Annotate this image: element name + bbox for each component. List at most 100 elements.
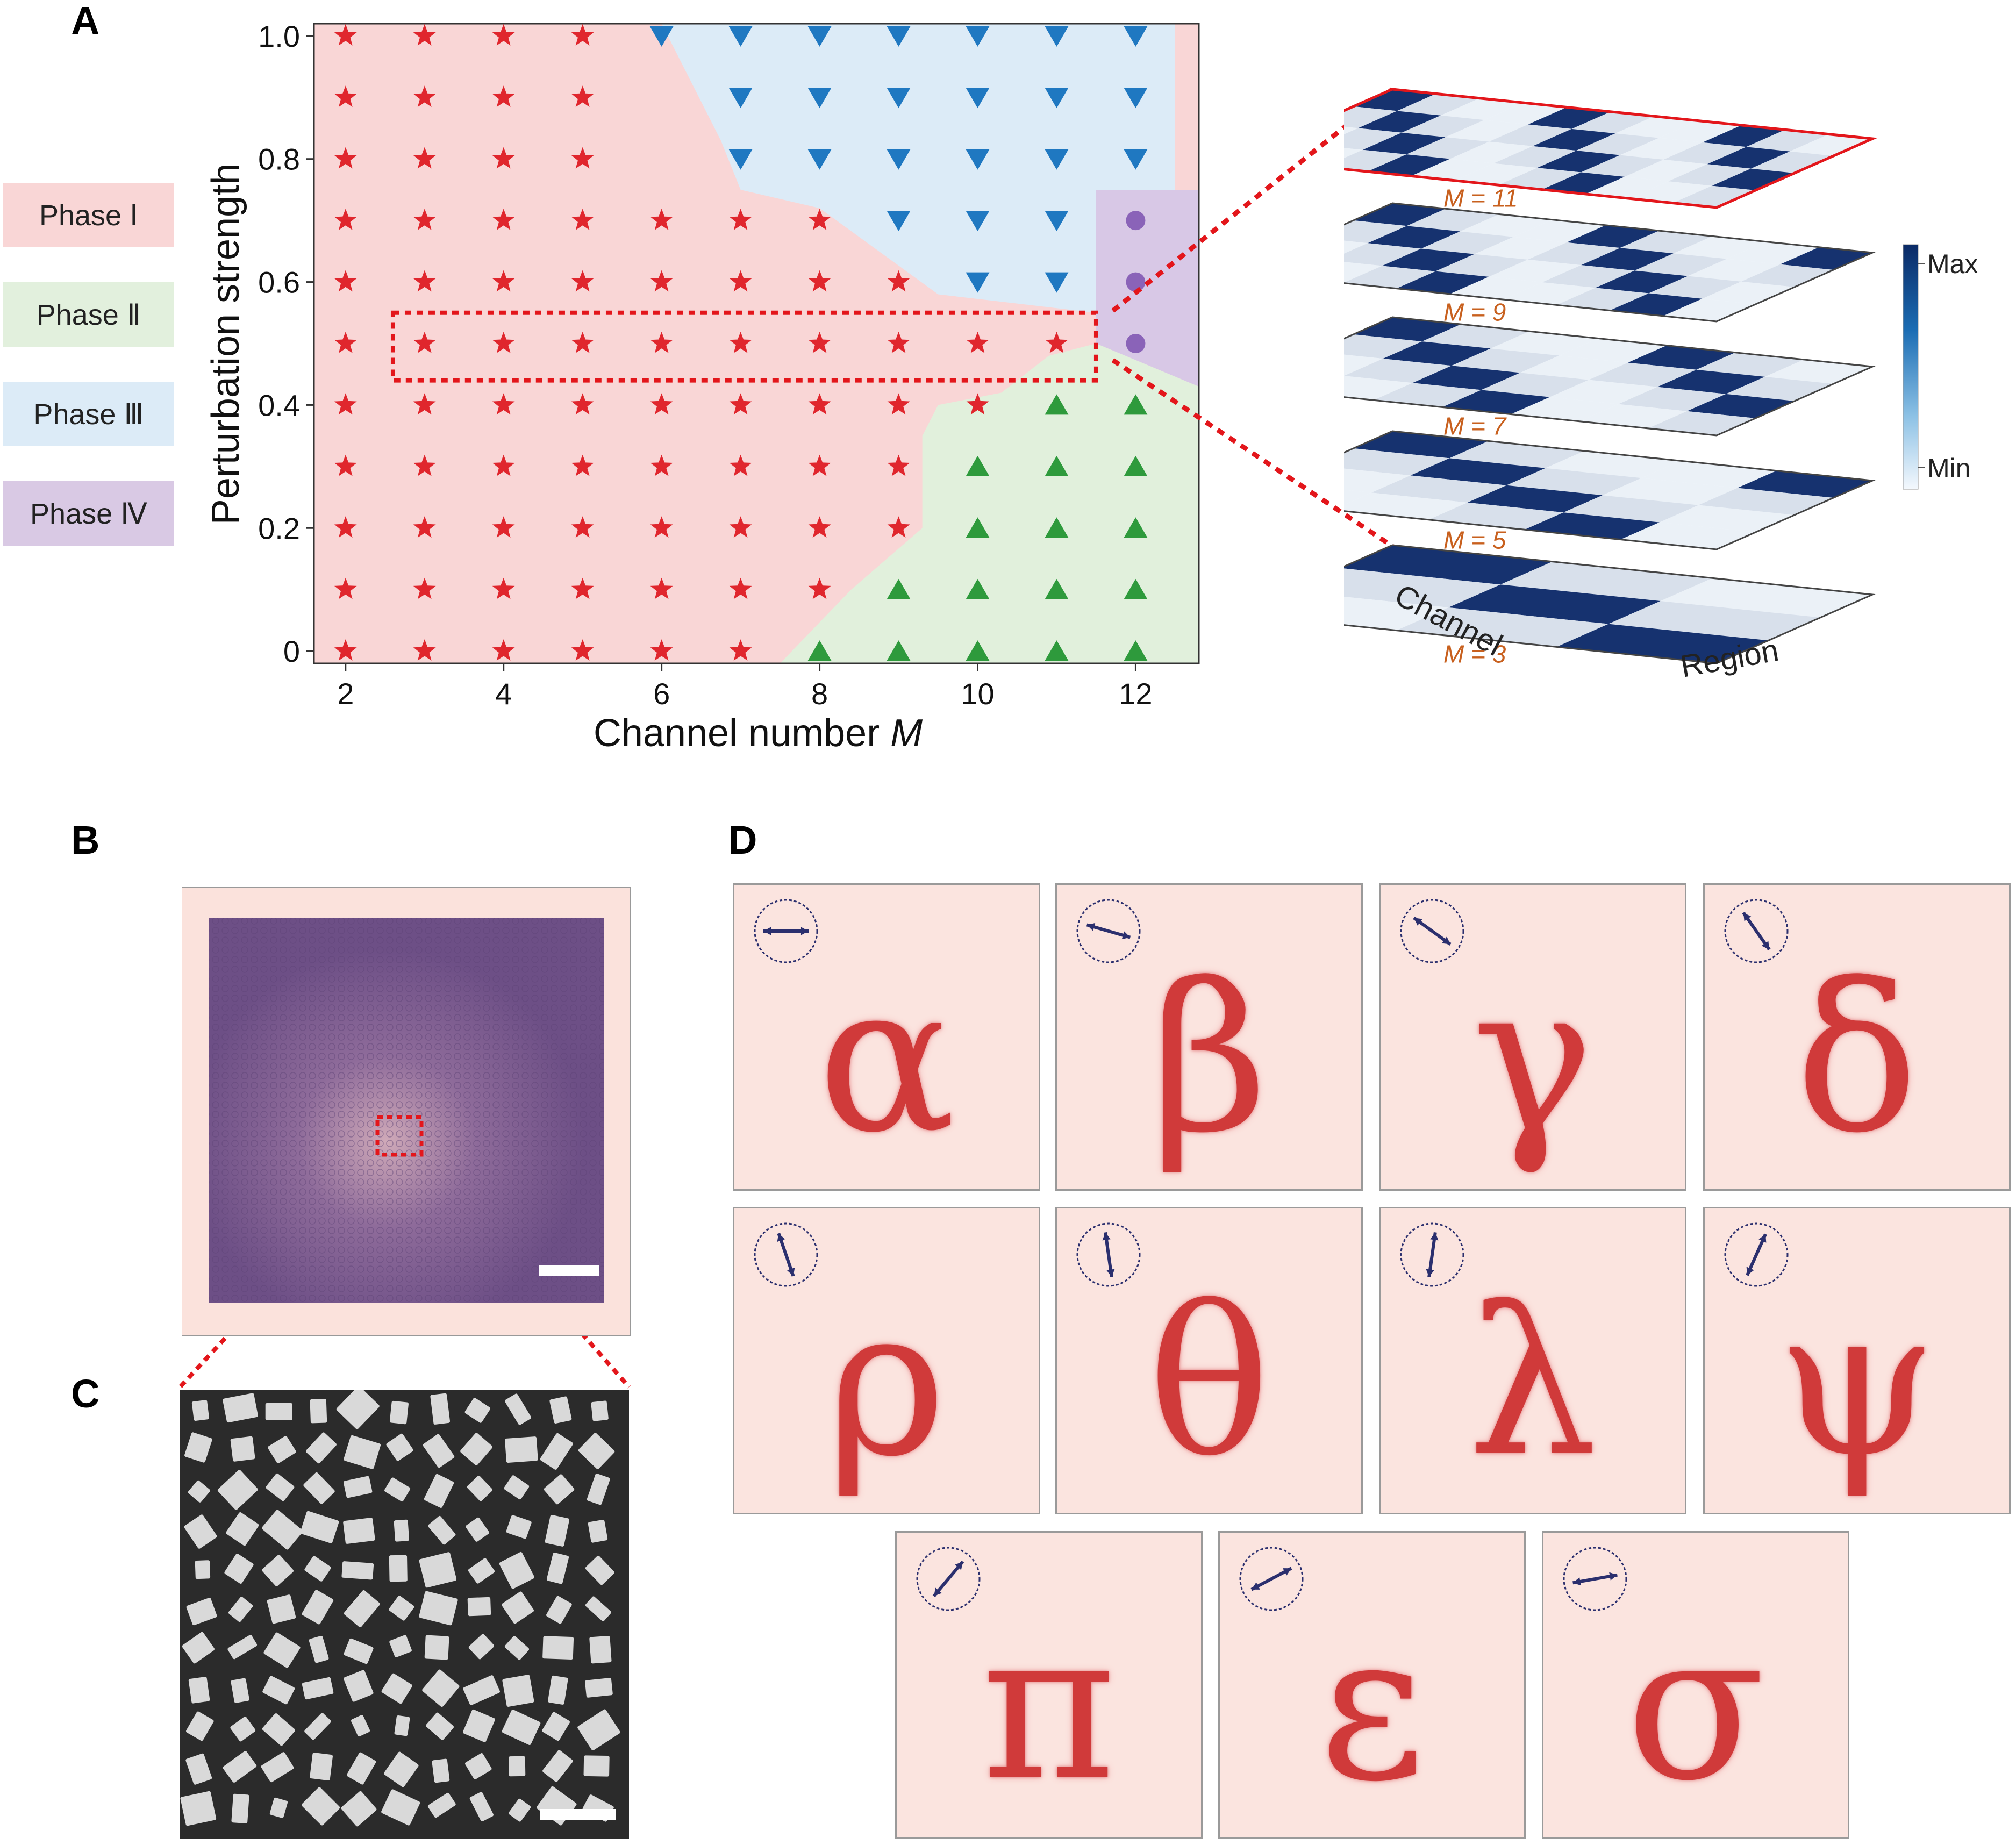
- legend-label: Phase Ⅰ: [39, 199, 139, 232]
- phase-3-point: [887, 149, 911, 170]
- phase-1-point: [492, 639, 515, 661]
- layer-border: [1344, 202, 1876, 323]
- phase-1-point: [729, 209, 752, 230]
- reconstructed-letter-tile: σ: [1542, 1531, 1849, 1839]
- phase-1-point: [887, 332, 910, 353]
- nano-pillar: [184, 1432, 212, 1463]
- matrix-cell: [1448, 584, 1661, 624]
- matrix-cell: [1673, 236, 1766, 259]
- nano-pillar: [223, 1393, 258, 1423]
- matrix-cell: [1520, 355, 1628, 380]
- phase-1-point: [729, 332, 752, 353]
- phase-1-point: [413, 454, 436, 476]
- matrix-cell: [1615, 116, 1698, 138]
- nano-pillar: [301, 1787, 340, 1826]
- nano-pillar: [304, 1556, 331, 1582]
- matrix-cell: [1396, 607, 1608, 647]
- nano-pillar: [466, 1517, 489, 1542]
- phase-1-point: [808, 209, 831, 230]
- matrix-cell: [1629, 181, 1712, 203]
- nano-pillar: [267, 1594, 296, 1624]
- phase-1-point: [492, 85, 515, 108]
- phase-4-point: [1126, 211, 1146, 231]
- matrix-cell: [1410, 458, 1546, 485]
- nano-pillar: [463, 1675, 500, 1705]
- phase-3-point: [649, 26, 674, 47]
- nano-pillar: [228, 1597, 253, 1622]
- nano-pillar: [585, 1596, 611, 1621]
- phase-1-point: [808, 270, 831, 292]
- phase-1-point: [571, 147, 594, 169]
- nano-pillar: [304, 1713, 331, 1740]
- arrow-head: [1609, 1572, 1618, 1581]
- layer-label: M = 9: [1443, 298, 1506, 326]
- matrix-cell: [1542, 172, 1625, 194]
- matrix-cell: [1489, 259, 1582, 283]
- legend-phase-4: Phase Ⅳ: [3, 481, 174, 546]
- metasurface-optical-image: [182, 887, 631, 1336]
- letter-glyph: γ: [1471, 939, 1594, 1178]
- nano-pillar: [303, 1472, 335, 1504]
- nano-pillar: [381, 1673, 412, 1704]
- nano-pillar: [230, 1717, 256, 1742]
- phase-2-point: [1124, 578, 1148, 599]
- nano-pillar: [419, 1552, 457, 1588]
- matrix-cell: [1668, 164, 1751, 186]
- matrix-cell: [1484, 103, 1567, 125]
- phase-1-point: [492, 209, 515, 230]
- nano-pillar: [394, 1715, 410, 1736]
- matrix-cell: [1702, 281, 1795, 304]
- nano-pillar: [499, 1551, 534, 1589]
- polarization-indicator: [1076, 1222, 1141, 1287]
- nano-pillar: [422, 1669, 460, 1707]
- polarization-circle: [1076, 1222, 1141, 1287]
- arrow-head: [1746, 1267, 1754, 1276]
- phase-region: [1096, 189, 1199, 387]
- x-tick-label: 12: [1119, 677, 1152, 711]
- layer-border: [1344, 88, 1878, 209]
- polarization-indicator: [1724, 899, 1789, 963]
- matrix-cell: [1344, 128, 1402, 150]
- letter-glyph: π: [982, 1587, 1116, 1826]
- phase-1-point: [571, 332, 594, 353]
- nano-pillar: [587, 1474, 610, 1505]
- nano-pillar: [389, 1555, 408, 1582]
- phase-3-point: [1124, 88, 1148, 109]
- phase-1-point: [334, 577, 357, 599]
- phase-1-point: [729, 577, 752, 599]
- nano-pillar: [300, 1511, 339, 1543]
- phase-1-point: [729, 639, 752, 661]
- matrix-cell: [1344, 220, 1407, 244]
- phase-3-point: [887, 26, 911, 47]
- phase-1-point: [571, 85, 594, 108]
- nano-pillar: [509, 1798, 531, 1822]
- colorbar-min-label: Min: [1927, 453, 1971, 483]
- matrix-cell: [1620, 231, 1713, 254]
- nano-pillar: [386, 1433, 413, 1461]
- nano-pillar: [344, 1638, 374, 1664]
- matrix-cell: [1449, 276, 1542, 300]
- nano-pillar: [549, 1396, 572, 1424]
- nano-pillar: [504, 1475, 530, 1500]
- phase-region: [661, 24, 1175, 313]
- matrix-cell: [1610, 293, 1703, 316]
- phase-1-point: [413, 209, 436, 230]
- matrix-cell: [1537, 151, 1620, 173]
- matrix-cell: [1627, 345, 1735, 370]
- matrix-cell: [1707, 147, 1790, 169]
- phase-1-point: [413, 577, 436, 599]
- phase-3-point: [807, 26, 832, 47]
- reconstructed-letter-tile: π: [895, 1531, 1203, 1839]
- panel-label-d: D: [728, 818, 757, 862]
- nano-pillar: [343, 1476, 373, 1498]
- phase-1-point: [729, 393, 752, 415]
- matrix-cell: [1579, 404, 1687, 428]
- phase-3-point: [728, 26, 753, 47]
- matrix-cell: [1750, 151, 1834, 173]
- nano-pillar: [426, 1712, 454, 1740]
- matrix-cell: [1489, 124, 1572, 146]
- polarization-indicator: [1400, 1222, 1464, 1287]
- matrix-cell: [1790, 134, 1872, 156]
- nano-pillar: [268, 1435, 296, 1464]
- polarization-circle: [1076, 899, 1141, 963]
